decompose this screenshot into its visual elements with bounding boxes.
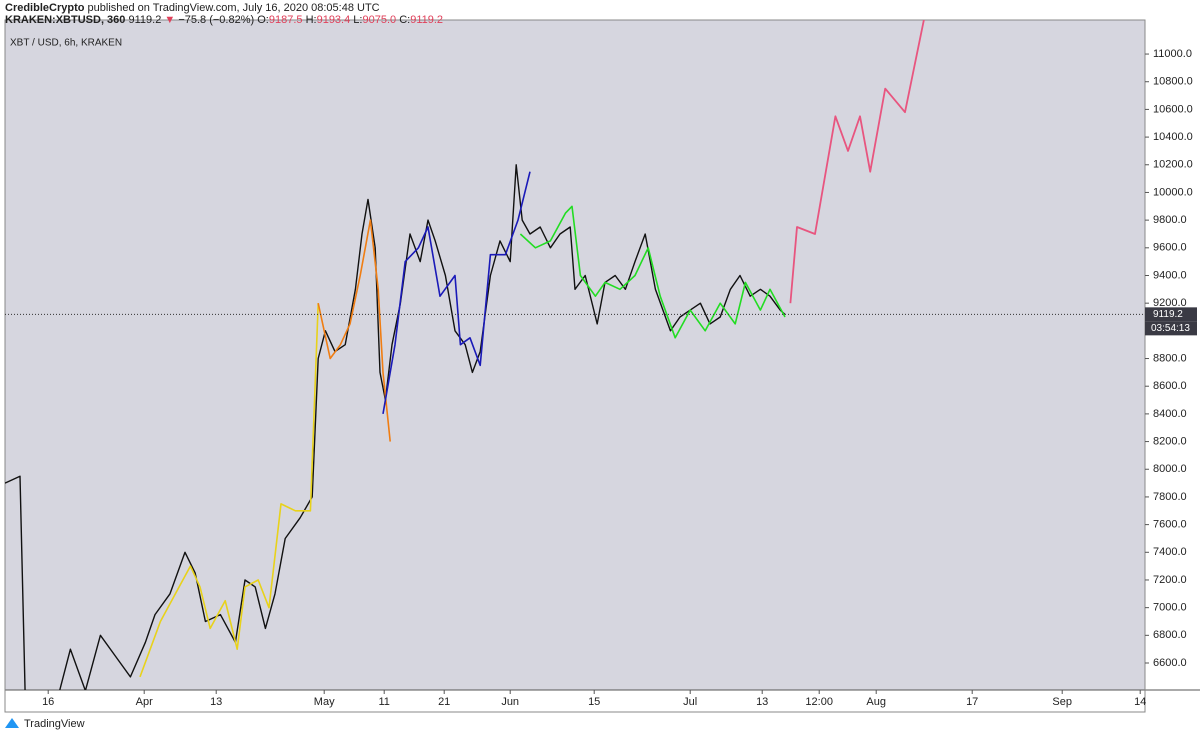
x-tick-label: 14 [1134, 696, 1146, 708]
frame [4, 19, 1146, 713]
chart-title: XBT / USD, 6h, KRAKEN [10, 38, 122, 49]
header-line: CredibleCrypto published on TradingView.… [5, 2, 380, 14]
y-tick-label: 9400.0 [1153, 269, 1187, 281]
o-key: O: [257, 14, 269, 26]
y-tick-label: 10200.0 [1153, 159, 1193, 171]
l-key: L: [353, 14, 362, 26]
x-tick-label: Jul [683, 696, 697, 708]
y-tick-label: 10400.0 [1153, 131, 1193, 143]
y-tick-label: 7200.0 [1153, 574, 1187, 586]
o-value: 9187.5 [269, 14, 303, 26]
y-tick-label: 7600.0 [1153, 519, 1187, 531]
y-tick-label: 9200.0 [1153, 297, 1187, 309]
c-key: C: [399, 14, 410, 26]
y-tick-label: 6800.0 [1153, 629, 1187, 641]
y-tick-label: 8600.0 [1153, 380, 1187, 392]
countdown-label: 03:54:13 [1151, 323, 1190, 334]
x-tick-label: 12:00 [805, 696, 833, 708]
author: CredibleCrypto [5, 2, 85, 14]
l-value: 9075.0 [362, 14, 396, 26]
series-line [5, 164, 786, 690]
x-tick-label: 17 [966, 696, 978, 708]
x-tick-label: Sep [1052, 696, 1072, 708]
y-tick-label: 11000.0 [1153, 48, 1192, 60]
x-tick-label: 13 [210, 696, 222, 708]
y-tick-label: 7800.0 [1153, 491, 1187, 503]
tv-logo: TradingView [5, 718, 85, 730]
x-tick-label: 11 [378, 696, 389, 708]
y-tick-label: 8000.0 [1153, 463, 1187, 475]
x-tick-label: Apr [136, 696, 153, 708]
series-line [519, 205, 786, 339]
series-line [139, 303, 319, 678]
y-tick-label: 7400.0 [1153, 546, 1187, 558]
y-tick-label: 6600.0 [1153, 657, 1187, 669]
y-tick-label: 10600.0 [1153, 103, 1193, 115]
symbol: KRAKEN:XBTUSD, 360 [5, 14, 125, 26]
c-value: 9119.2 [410, 14, 443, 26]
x-tick-label: Aug [866, 696, 886, 708]
plot-area [5, 20, 1145, 690]
h-value: 9193.4 [317, 14, 351, 26]
countdown-box [1145, 321, 1197, 336]
arrow: ▼ [164, 14, 175, 26]
plot [5, 20, 925, 690]
y-tick-label: 9800.0 [1153, 214, 1187, 226]
y-tick-label: 8400.0 [1153, 408, 1187, 420]
series-line [789, 20, 925, 304]
y-tick-label: 10800.0 [1153, 76, 1193, 88]
x-tick-label: Jun [501, 696, 519, 708]
y-tick-label: 10000.0 [1153, 186, 1193, 198]
y-tick-label: 8200.0 [1153, 435, 1187, 447]
symbol-line: KRAKEN:XBTUSD, 360 9119.2 ▼ −75.8 (−0.82… [5, 14, 443, 26]
published: published on TradingView.com, July 16, 2… [88, 2, 380, 14]
logo-icon [5, 718, 19, 728]
y-tick-label: 9600.0 [1153, 242, 1187, 254]
x-tick-label: 16 [42, 696, 54, 708]
brand: TradingView [24, 718, 85, 730]
last-price-label: 9119.2 [1153, 309, 1183, 320]
y-tick-label: 8800.0 [1153, 352, 1187, 364]
x-tick-label: 15 [588, 696, 600, 708]
last-price-box [1145, 307, 1197, 322]
series-line [317, 219, 391, 442]
x-tick-label: 13 [756, 696, 768, 708]
change: −75.8 (−0.82%) [178, 14, 254, 26]
x-tick-label: 21 [438, 696, 450, 708]
y-tick-label: 7000.0 [1153, 602, 1187, 614]
last: 9119.2 [128, 14, 161, 26]
x-tick-label: May [314, 696, 335, 708]
series-line [382, 171, 531, 415]
h-key: H: [306, 14, 317, 26]
